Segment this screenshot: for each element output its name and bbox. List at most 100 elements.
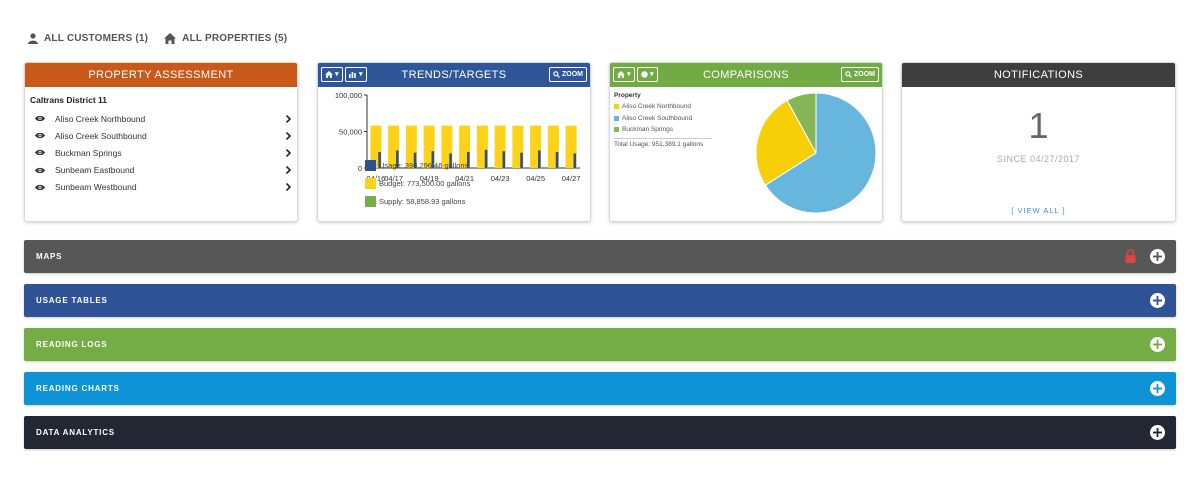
all-properties-link[interactable]: ALL PROPERTIES (5): [164, 32, 287, 44]
caret-down-icon: ▾: [627, 71, 631, 78]
budget-bar[interactable]: [530, 125, 542, 168]
property-assessment-title: PROPERTY ASSESSMENT: [88, 69, 234, 81]
comparisons-chart-type-dropdown[interactable]: ▾: [637, 67, 658, 82]
legend-item-label: Aliso Creek Southbound: [622, 114, 693, 122]
budget-bar[interactable]: [476, 125, 488, 168]
y-tick-label: 50,000: [339, 128, 362, 137]
expand-icon[interactable]: [1150, 425, 1165, 440]
comparisons-property-dropdown[interactable]: ▾: [613, 67, 635, 82]
expand-icon[interactable]: [1150, 337, 1165, 352]
trends-property-dropdown[interactable]: ▾: [321, 67, 343, 82]
x-tick-label: 04/23: [491, 174, 510, 183]
section-usage-tables-label: USAGE TABLES: [36, 296, 108, 305]
y-tick-label: 100,000: [335, 91, 362, 100]
legend-swatch: [614, 127, 619, 133]
usage-bar[interactable]: [538, 150, 541, 168]
lock-icon: [1125, 249, 1136, 265]
chevron-right-icon: [283, 131, 291, 140]
all-customers-label: ALL CUSTOMERS (1): [44, 32, 149, 44]
legend-supply-label: Supply: 58,858.93 gallons: [379, 197, 466, 206]
budget-bar[interactable]: [370, 125, 382, 168]
budget-bar[interactable]: [423, 125, 435, 168]
section-maps-label: MAPS: [36, 252, 63, 261]
budget-bar[interactable]: [405, 125, 417, 168]
notifications-title: NOTIFICATIONS: [993, 69, 1084, 81]
usage-bar[interactable]: [467, 151, 470, 168]
view-all-link[interactable]: [ VIEW ALL ]: [1011, 206, 1066, 215]
trends-chart-type-dropdown[interactable]: ▾: [345, 67, 367, 82]
usage-bar[interactable]: [520, 152, 523, 168]
comparisons-pie-chart: [755, 92, 877, 214]
eye-icon: [35, 115, 47, 122]
section-reading-charts[interactable]: READING CHARTS: [24, 372, 1176, 405]
home-icon: [164, 32, 177, 44]
pie-chart-icon: [641, 71, 648, 78]
notification-since: SINCE 04/27/2017: [996, 154, 1081, 164]
property-item[interactable]: Aliso Creek Southbound: [25, 127, 297, 144]
property-item[interactable]: Sunbeam Westbound: [25, 179, 297, 196]
search-icon: [553, 71, 560, 78]
eye-icon: [35, 167, 47, 174]
legend-item[interactable]: Aliso Creek Northbound: [614, 101, 712, 113]
usage-bar[interactable]: [449, 153, 452, 168]
expand-icon[interactable]: [1150, 249, 1165, 264]
legend-swatch: [614, 104, 619, 110]
property-list: Aliso Creek Northbound Aliso Creek South…: [25, 110, 297, 196]
expand-icon[interactable]: [1150, 381, 1165, 396]
section-usage-tables[interactable]: USAGE TABLES: [24, 284, 1176, 317]
chevron-right-icon: [283, 166, 291, 175]
district-name: Caltrans District 11: [30, 95, 108, 105]
eye-icon: [35, 184, 47, 191]
budget-bar[interactable]: [441, 125, 453, 168]
legend-usage-swatch: [365, 160, 376, 171]
budget-bar[interactable]: [494, 125, 506, 168]
usage-bar[interactable]: [413, 152, 417, 168]
notifications-panel: NOTIFICATIONS 1 SINCE 04/27/2017 [ VIEW …: [901, 62, 1176, 222]
section-maps[interactable]: MAPS: [24, 240, 1176, 273]
x-tick-label: 04/19: [420, 174, 439, 183]
usage-bar[interactable]: [378, 151, 381, 168]
budget-bar[interactable]: [388, 125, 400, 168]
comparisons-zoom-button[interactable]: ZOOM: [841, 67, 879, 82]
section-reading-logs-label: READING LOGS: [36, 340, 108, 349]
legend-item-label: Buckman Springs: [622, 126, 673, 134]
trends-header: ▾ ▾ TRENDS/TARGETS ZOOM: [318, 63, 590, 87]
total-usage: Total Usage: 951,389.1 gallons: [614, 137, 712, 148]
legend-budget: Budget: 773,500.00 gallons: [365, 178, 470, 189]
pie-slice[interactable]: [786, 92, 817, 154]
x-tick-label: 04/25: [526, 174, 545, 183]
pie-slice[interactable]: [764, 92, 877, 214]
legend-budget-swatch: [365, 178, 376, 189]
usage-bar[interactable]: [431, 151, 435, 168]
property-item[interactable]: Aliso Creek Northbound: [25, 110, 297, 127]
home-icon: [617, 71, 625, 78]
search-icon: [845, 71, 852, 78]
legend-usage-label: Usage: 398,296.46 gallons: [379, 161, 469, 170]
budget-bar[interactable]: [565, 125, 577, 168]
budget-bar[interactable]: [459, 125, 471, 168]
budget-bar[interactable]: [547, 125, 559, 168]
usage-bar[interactable]: [484, 149, 488, 168]
comparisons-legend: Property Aliso Creek Northbound Aliso Cr…: [614, 92, 712, 148]
legend-item[interactable]: Buckman Springs: [614, 124, 712, 136]
all-customers-link[interactable]: ALL CUSTOMERS (1): [28, 33, 148, 44]
usage-bar[interactable]: [396, 150, 399, 168]
budget-bar[interactable]: [512, 125, 524, 168]
trends-zoom-button[interactable]: ZOOM: [549, 67, 587, 82]
pie-slice[interactable]: [755, 99, 817, 186]
property-item-label: Sunbeam Eastbound: [55, 165, 135, 176]
usage-bar[interactable]: [573, 153, 577, 168]
legend-item[interactable]: Aliso Creek Southbound: [614, 113, 712, 125]
chevron-right-icon: [283, 148, 291, 157]
section-reading-logs[interactable]: READING LOGS: [24, 328, 1176, 361]
section-data-analytics[interactable]: DATA ANALYTICS: [24, 416, 1176, 449]
trends-targets-panel: ▾ ▾ TRENDS/TARGETS ZOOM 100,000 50,000 0 0…: [317, 62, 591, 222]
expand-icon[interactable]: [1150, 293, 1165, 308]
property-assessment-header: PROPERTY ASSESSMENT: [25, 63, 297, 87]
usage-bar[interactable]: [555, 151, 559, 168]
property-item[interactable]: Sunbeam Eastbound: [25, 162, 297, 179]
usage-bar[interactable]: [502, 151, 506, 168]
y-tick-label: 0: [358, 164, 362, 173]
legend-item-label: Aliso Creek Northbound: [622, 103, 692, 111]
property-item[interactable]: Buckman Springs: [25, 144, 297, 161]
